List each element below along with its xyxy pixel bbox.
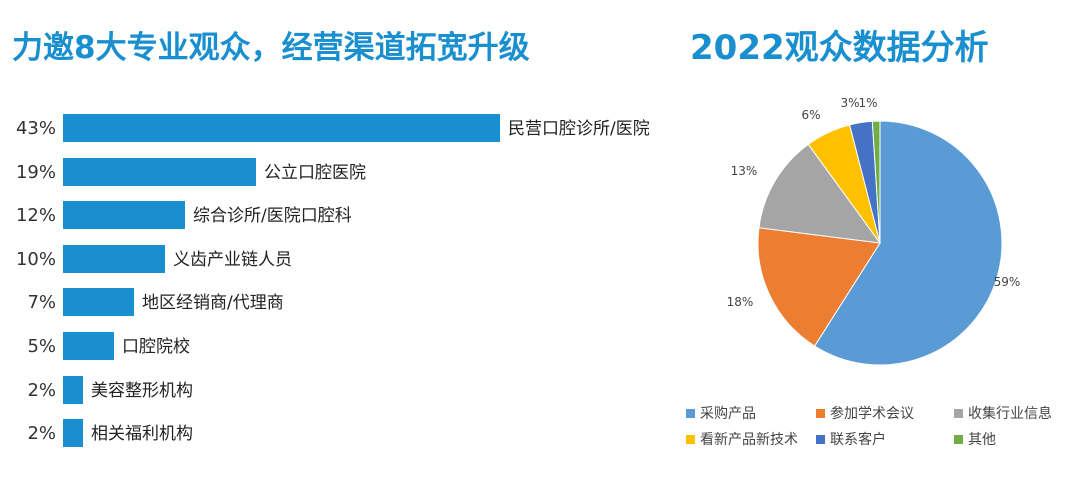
bar-category-label: 义齿产业链人员 [173,250,292,270]
legend-swatch [686,409,695,418]
bar-category-label: 综合诊所/医院口腔科 [193,206,352,226]
bar-value-label: 5% [27,336,56,357]
pie-chart: 59% 18% 13% 6% 3%1% [727,96,1021,366]
legend-item: 联系客户 [816,430,886,450]
legend-label: 看新产品新技术 [700,432,798,448]
bar-value-label: 7% [27,292,56,313]
bar-value-label: 2% [27,423,56,444]
legend-swatch [816,435,825,444]
bar-value-label: 2% [27,380,56,401]
bar [63,376,83,404]
legend-label: 收集行业信息 [968,406,1052,422]
pie-slice-label: 59% [994,275,1021,289]
bar-chart-title: 力邀8大专业观众，经营渠道拓宽升级 [12,30,530,66]
pie-slice [813,120,1003,366]
pie-chart-title: 2022观众数据分析 [690,28,989,68]
legend-item: 其他 [954,430,996,450]
bar-value-label: 12% [15,205,56,226]
bar [63,419,83,447]
legend-label: 其他 [968,432,996,448]
bar-value-label: 19% [15,162,56,183]
legend-swatch [954,435,963,444]
bar-category-label: 民营口腔诊所/医院 [508,119,650,139]
bar-category-label: 公立口腔医院 [264,163,366,183]
pie-slice-label: 3% [840,96,859,110]
legend-swatch [686,435,695,444]
legend-item: 采购产品 [686,404,756,424]
bar-value-label: 43% [15,118,56,139]
bar-category-label: 相关福利机构 [91,424,193,444]
pie-slice-label: 13% [731,164,758,178]
pie-slice [757,227,881,347]
bar [63,332,114,360]
legend-label: 联系客户 [830,432,886,448]
legend-label: 参加学术会议 [830,406,914,422]
legend-item: 看新产品新技术 [686,430,798,450]
pie-slice-label: 1% [858,96,877,110]
pie-slice-label: 18% [727,295,754,309]
pie-slice-label: 6% [801,108,820,122]
bar [63,245,165,273]
legend-label: 采购产品 [700,406,756,422]
bar-category-label: 美容整形机构 [91,381,193,401]
legend-swatch [816,409,825,418]
bar [63,114,500,142]
pie-slice [871,120,881,244]
bar [63,158,256,186]
bar [63,288,134,316]
legend-item: 参加学术会议 [816,404,914,424]
bar-value-label: 10% [15,249,56,270]
legend-item: 收集行业信息 [954,404,1052,424]
bar-category-label: 口腔院校 [122,337,190,357]
bar [63,201,185,229]
legend-swatch [954,409,963,418]
pie-slice [758,143,882,244]
bar-category-label: 地区经销商/代理商 [142,293,284,313]
